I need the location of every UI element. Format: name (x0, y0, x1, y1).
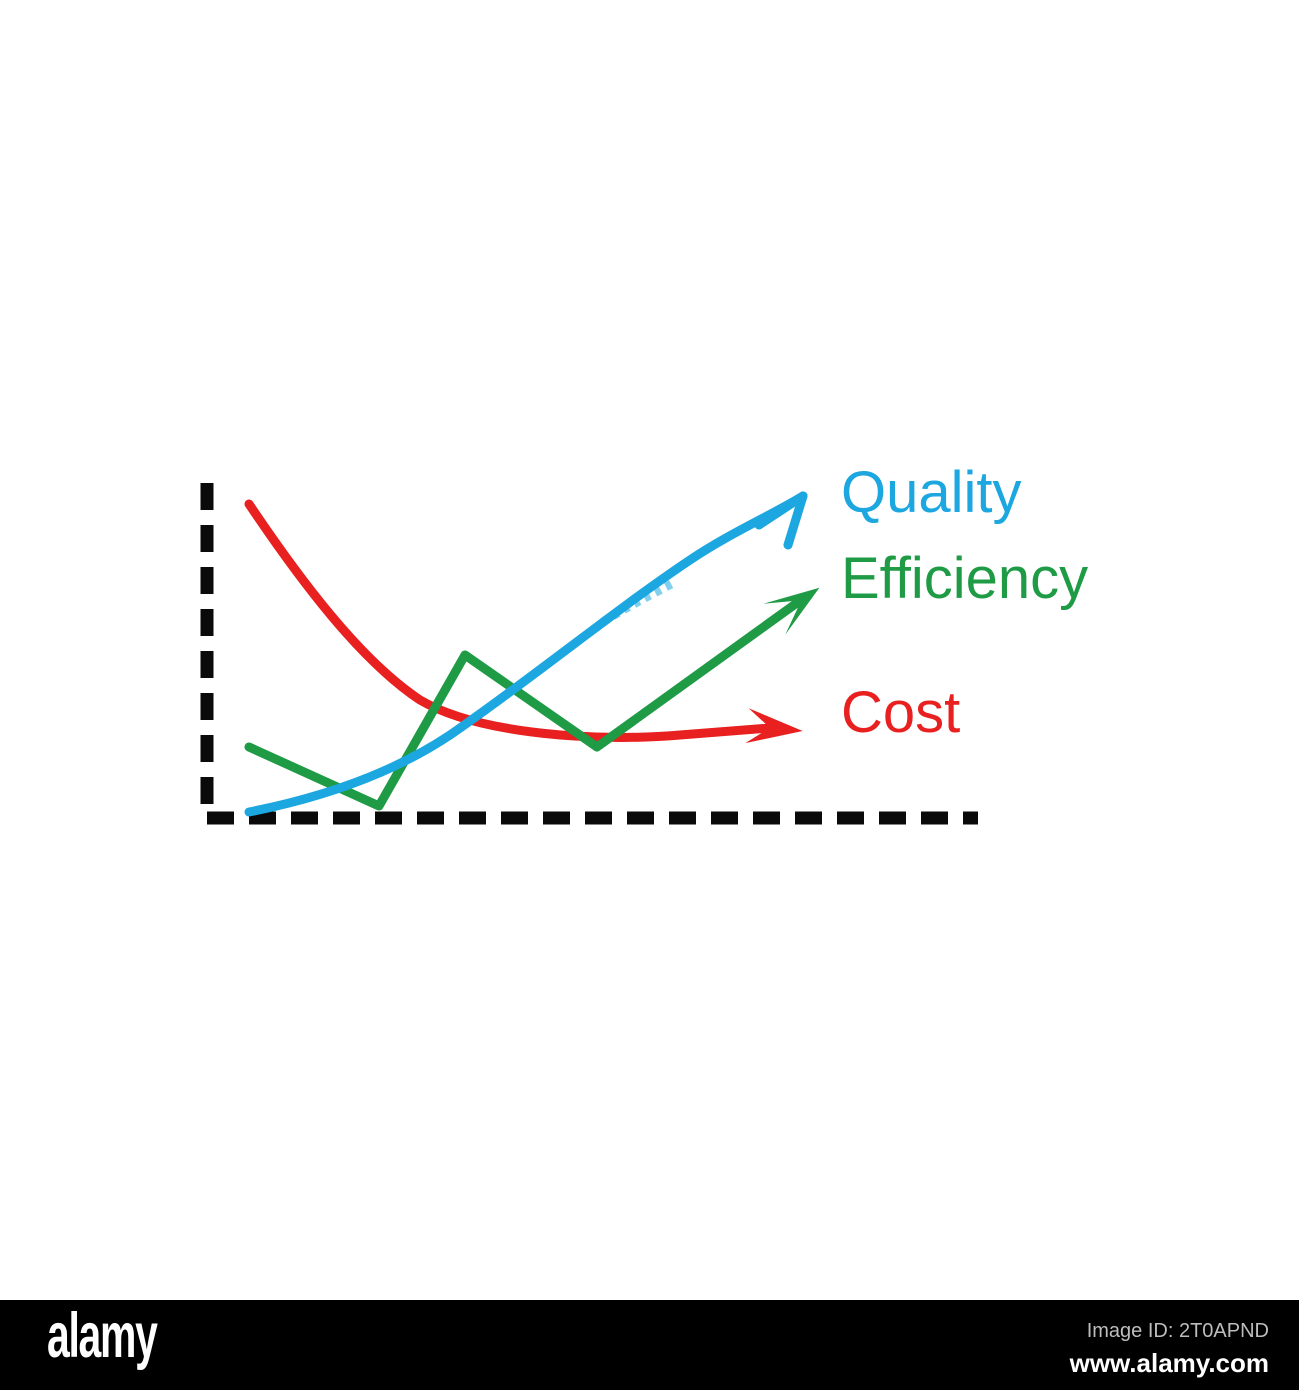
svg-text:Cost: Cost (841, 680, 960, 745)
svg-text:Efficiency: Efficiency (841, 546, 1088, 611)
svg-text:Quality: Quality (841, 460, 1022, 525)
